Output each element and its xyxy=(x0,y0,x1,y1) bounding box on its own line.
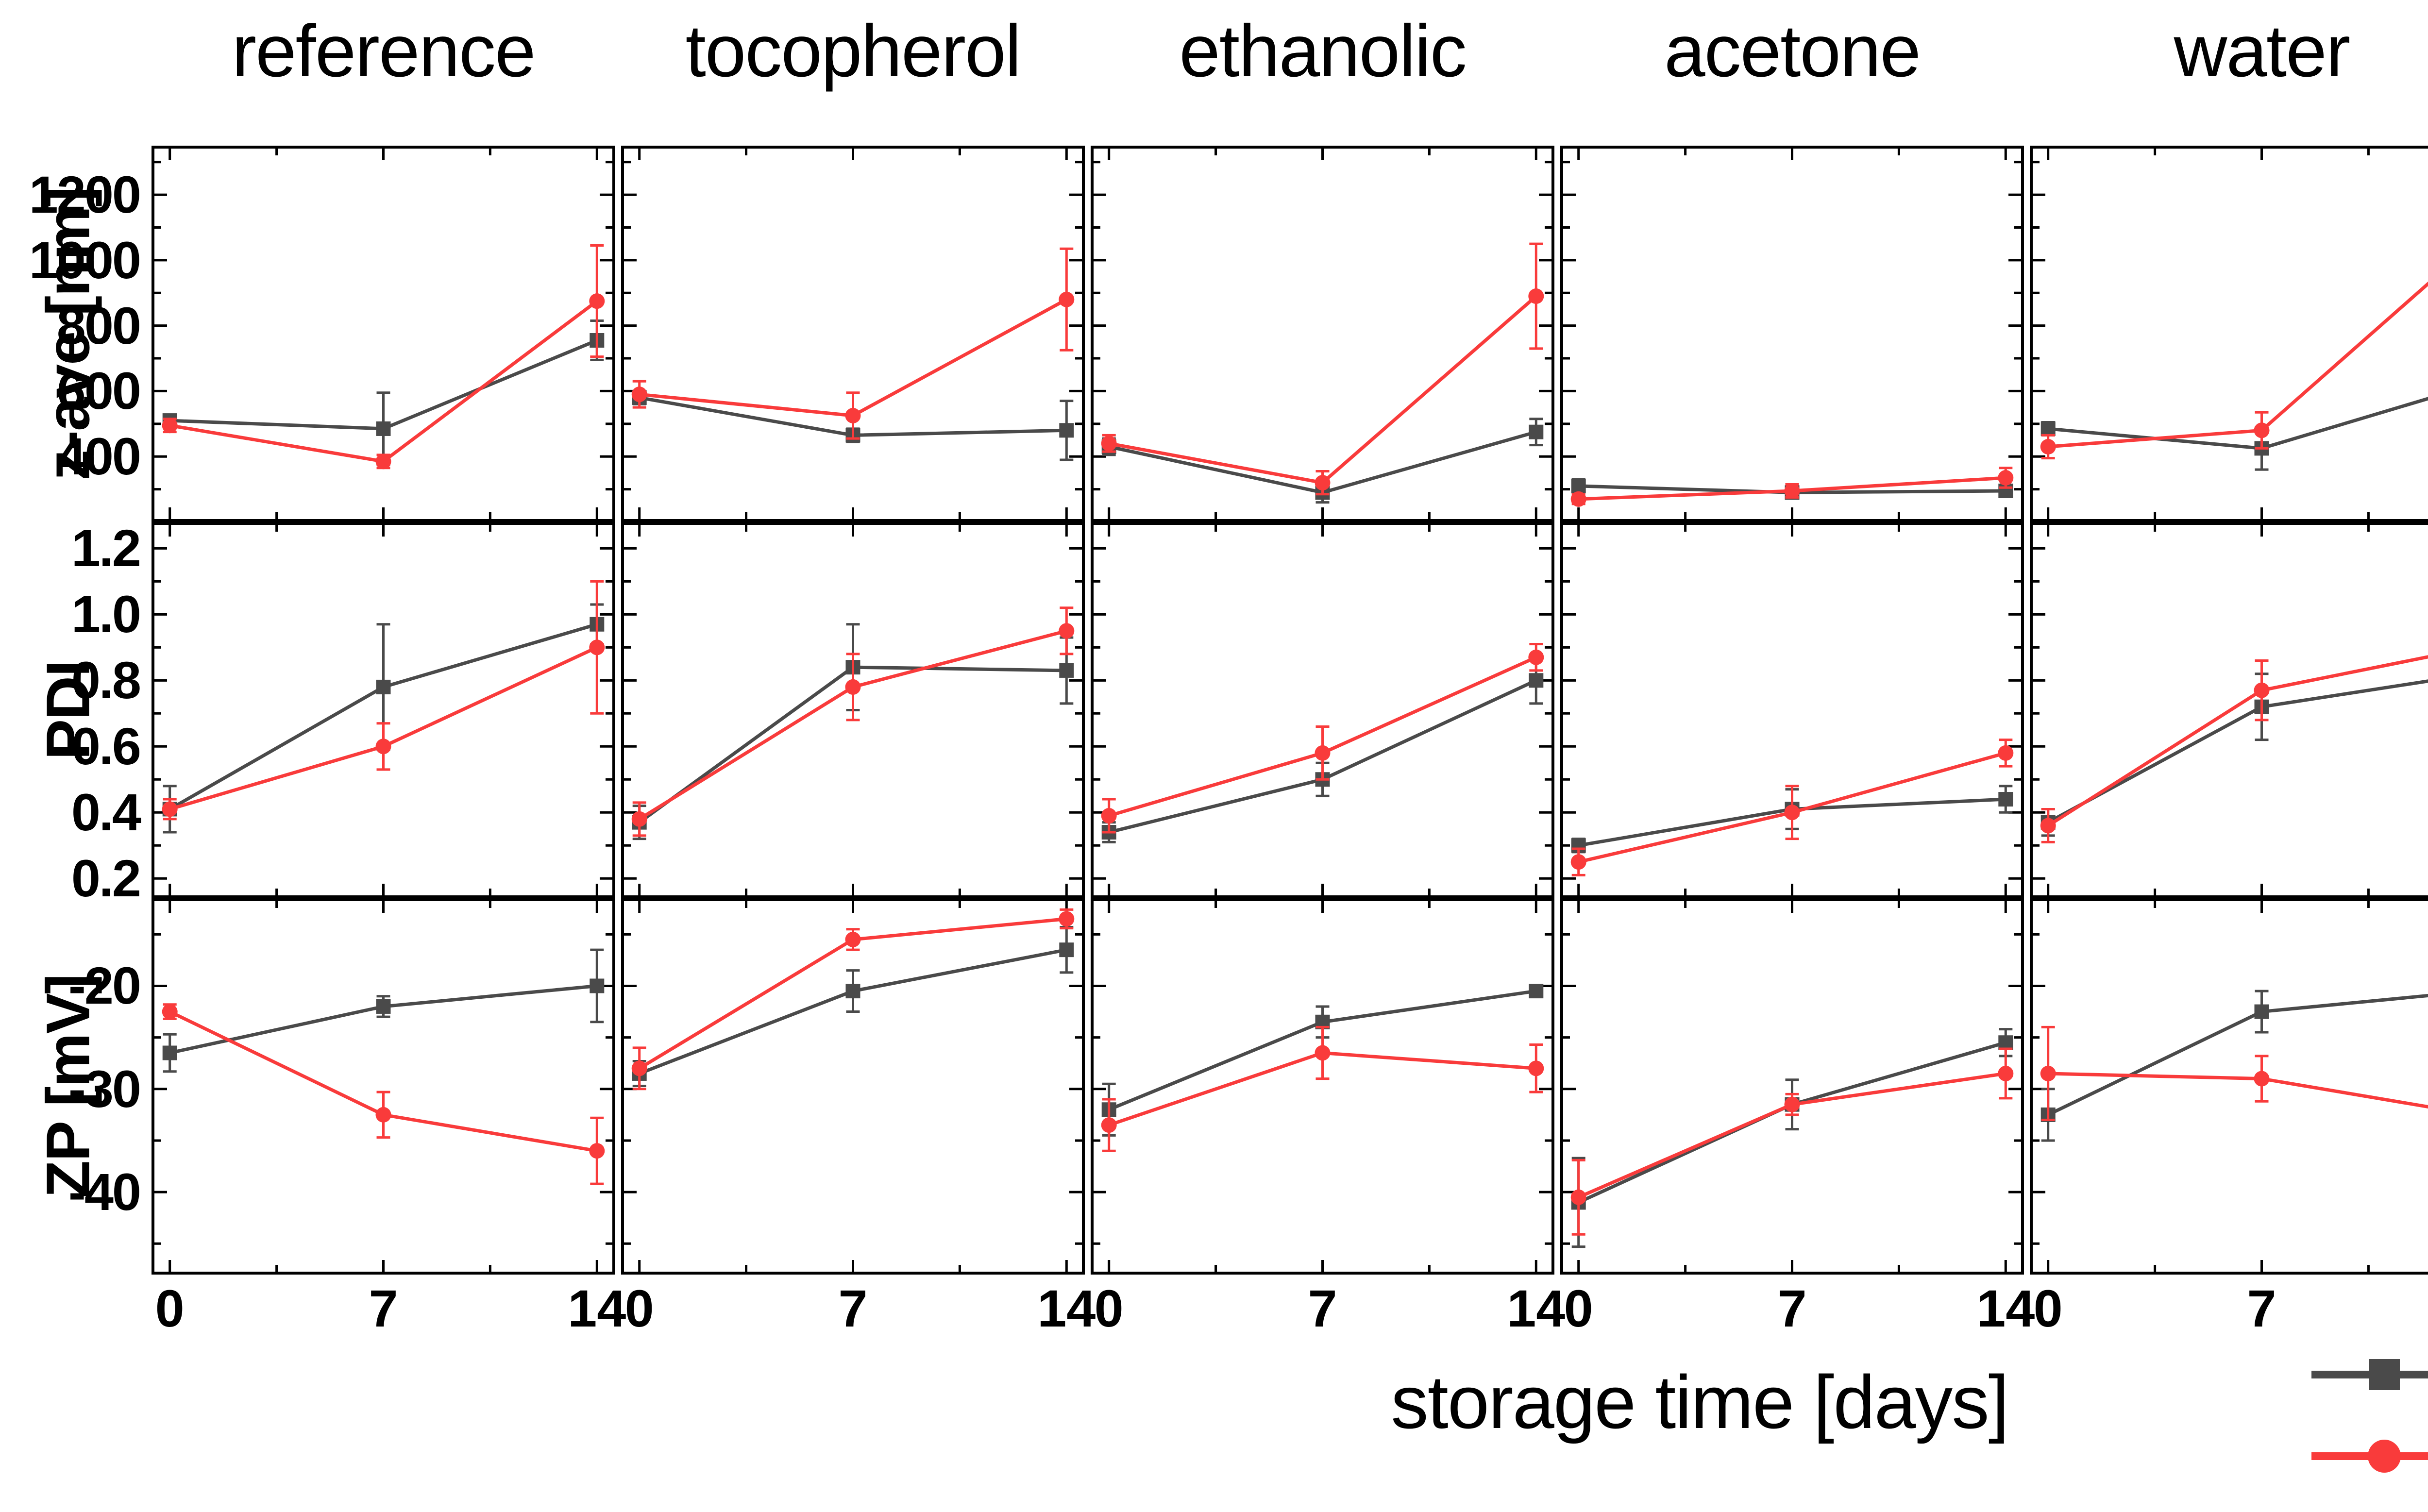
x-tick-label: 14 xyxy=(2422,1279,2428,1338)
legend-circle-marker-icon xyxy=(2311,1440,2428,1473)
column-title-ethanolic: ethanolic xyxy=(1179,10,1467,92)
x-tick-label: 0 xyxy=(155,1279,185,1338)
panel-z_ave-reference xyxy=(152,146,615,522)
y-tick-label-z_ave: 1000 xyxy=(29,230,141,289)
panel-pdi-ethanolic xyxy=(1091,522,1554,898)
x-tick-label: 0 xyxy=(1564,1279,1593,1338)
x-tick-label: 7 xyxy=(1777,1279,1807,1338)
y-tick-label-pdi: 0.8 xyxy=(71,651,141,710)
legend-item-without-gallic-acid: without gallic acid xyxy=(2311,1338,2428,1411)
panel-zp-ethanolic xyxy=(1091,898,1554,1275)
panel-zp-reference xyxy=(152,898,615,1275)
y-tick-label-pdi: 0.6 xyxy=(71,717,141,776)
panel-z_ave-acetone xyxy=(1560,146,2024,522)
x-tick-label: 0 xyxy=(624,1279,654,1338)
legend-item-with-gallic-acid: with gallic acid xyxy=(2311,1419,2428,1493)
x-tick-label: 14 xyxy=(1507,1279,1566,1338)
x-axis-title: storage time [days] xyxy=(1391,1360,2009,1444)
y-tick-label-z_ave: 600 xyxy=(56,361,141,420)
column-title-reference: reference xyxy=(232,10,536,92)
y-tick-label-z_ave: 1200 xyxy=(29,165,141,224)
y-tick-label-zp: -40 xyxy=(68,1162,141,1222)
panel-z_ave-ethanolic xyxy=(1091,146,1554,522)
panel-pdi-tocopherol xyxy=(621,522,1085,898)
x-tick-label: 14 xyxy=(1037,1279,1096,1338)
y-tick-label-pdi: 0.2 xyxy=(71,849,141,908)
x-tick-label: 7 xyxy=(1308,1279,1337,1338)
y-tick-label-zp: -20 xyxy=(68,956,141,1015)
legend-square-marker-icon xyxy=(2311,1359,2428,1390)
y-axis-title-pdi: PDI xyxy=(34,660,102,760)
y-tick-label-zp: -30 xyxy=(68,1059,141,1118)
x-tick-label: 0 xyxy=(2033,1279,2063,1338)
x-tick-label: 14 xyxy=(1976,1279,2035,1338)
panel-zp-tocopherol xyxy=(621,898,1085,1275)
column-title-tocopherol: tocopherol xyxy=(685,10,1022,92)
x-tick-label: 7 xyxy=(369,1279,398,1338)
y-tick-label-z_ave: 400 xyxy=(56,427,141,486)
panel-zp-acetone xyxy=(1560,898,2024,1275)
panel-pdi-reference xyxy=(152,522,615,898)
column-title-water: water xyxy=(2174,10,2351,92)
y-tick-label-pdi: 1.2 xyxy=(71,519,141,578)
panel-pdi-water xyxy=(2030,522,2428,898)
y-tick-label-z_ave: 800 xyxy=(56,296,141,355)
panel-z_ave-tocopherol xyxy=(621,146,1085,522)
x-tick-label: 0 xyxy=(1094,1279,1124,1338)
x-tick-label: 7 xyxy=(2247,1279,2276,1338)
x-tick-label: 7 xyxy=(838,1279,868,1338)
panel-pdi-acetone xyxy=(1560,522,2024,898)
panel-zp-water xyxy=(2030,898,2428,1275)
legend: without gallic acid with gallic acid xyxy=(2311,1338,2428,1493)
x-tick-label: 14 xyxy=(568,1279,626,1338)
y-tick-label-pdi: 0.4 xyxy=(71,783,141,842)
panel-z_ave-water xyxy=(2030,146,2428,522)
y-tick-label-pdi: 1.0 xyxy=(71,585,141,644)
column-title-acetone: acetone xyxy=(1664,10,1921,92)
